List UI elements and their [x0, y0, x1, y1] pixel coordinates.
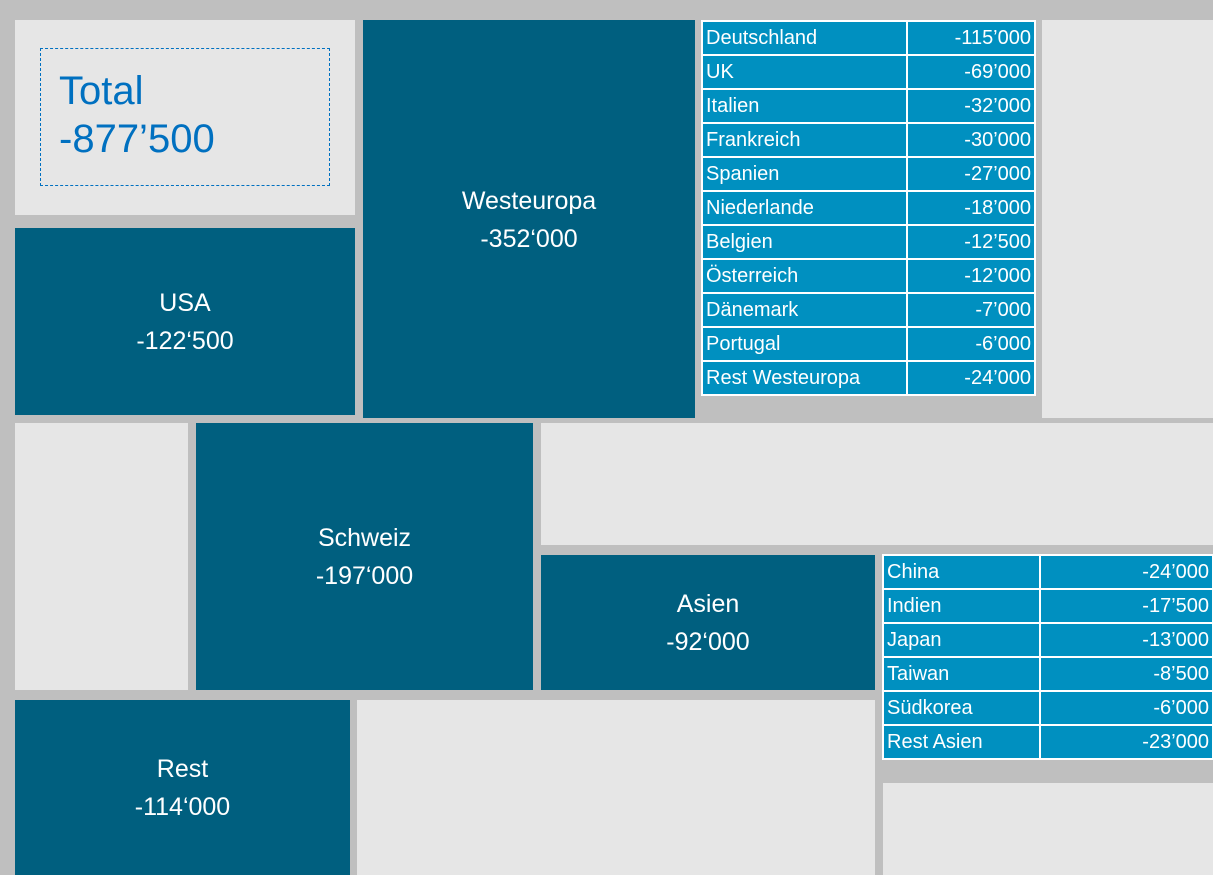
table-row: Belgien -12’500: [701, 224, 1036, 260]
country-value: -6’000: [906, 326, 1036, 362]
country-name: Spanien: [701, 156, 908, 192]
country-value: -24’000: [1039, 554, 1213, 590]
table-row: Dänemark -7’000: [701, 292, 1036, 328]
country-name: Deutschland: [701, 20, 908, 56]
total-box: Total -877’500: [15, 20, 355, 215]
region-name: Schweiz: [317, 523, 412, 552]
country-value: -7’000: [906, 292, 1036, 328]
table-row: Rest Westeuropa -24’000: [701, 360, 1036, 396]
country-value: -13’000: [1039, 622, 1213, 658]
empty-cell: [541, 423, 1213, 545]
country-name: Dänemark: [701, 292, 908, 328]
country-value: -24’000: [906, 360, 1036, 396]
country-value: -6’000: [1039, 690, 1213, 726]
country-name: China: [882, 554, 1041, 590]
total-label: Total: [59, 69, 144, 113]
country-name: Frankreich: [701, 122, 908, 158]
region-schweiz: Schweiz -197‘000: [196, 423, 533, 690]
region-name: USA: [159, 288, 211, 317]
empty-cell: [883, 783, 1213, 875]
region-name: Asien: [676, 589, 740, 618]
country-name: Japan: [882, 622, 1041, 658]
country-value: -12’000: [906, 258, 1036, 294]
country-value: -27’000: [906, 156, 1036, 192]
country-value: -23’000: [1039, 724, 1213, 760]
country-name: Belgien: [701, 224, 908, 260]
country-name: Indien: [882, 588, 1041, 624]
country-name: UK: [701, 54, 908, 90]
table-row: Japan -13’000: [882, 622, 1213, 658]
country-name: Südkorea: [882, 690, 1041, 726]
country-value: -18’000: [906, 190, 1036, 226]
country-value: -115’000: [906, 20, 1036, 56]
country-name: Rest Asien: [882, 724, 1041, 760]
table-row: Rest Asien -23’000: [882, 724, 1213, 760]
country-value: -69’000: [906, 54, 1036, 90]
table-row: Taiwan -8’500: [882, 656, 1213, 692]
region-value: -197‘000: [315, 561, 414, 590]
region-asien: Asien -92‘000: [541, 555, 875, 690]
country-name: Italien: [701, 88, 908, 124]
detail-table: China -24’000 Indien -17’500 Japan -13’000 Tai…: [882, 554, 1213, 760]
total-frame: Total -877’500: [40, 48, 330, 186]
table-row: Niederlande -18’000: [701, 190, 1036, 226]
country-name: Österreich: [701, 258, 908, 294]
country-name: Niederlande: [701, 190, 908, 226]
region-value: -114‘000: [134, 792, 231, 821]
country-value: -17’500: [1039, 588, 1213, 624]
country-value: -12’500: [906, 224, 1036, 260]
table-row: China -24’000: [882, 554, 1213, 590]
table-row: UK -69’000: [701, 54, 1036, 90]
table-row: Frankreich -30’000: [701, 122, 1036, 158]
region-value: -352‘000: [480, 225, 578, 253]
total-value: -877’500: [59, 117, 215, 161]
region-rest: Rest -114‘000: [15, 700, 350, 875]
table-row: Spanien -27’000: [701, 156, 1036, 192]
country-name: Rest Westeuropa: [701, 360, 908, 396]
region-name: Westeuropa: [461, 187, 597, 215]
table-row: Portugal -6’000: [701, 326, 1036, 362]
country-value: -32’000: [906, 88, 1036, 124]
table-row: Südkorea -6’000: [882, 690, 1213, 726]
country-value: -8’500: [1039, 656, 1213, 692]
country-value: -30’000: [906, 122, 1036, 158]
table-row: Indien -17’500: [882, 588, 1213, 624]
country-name: Taiwan: [882, 656, 1041, 692]
region-name: Rest: [156, 754, 209, 783]
table-row: Österreich -12’000: [701, 258, 1036, 294]
region-value: -92‘000: [666, 627, 750, 656]
empty-cell: [15, 423, 188, 690]
table-row: Italien -32’000: [701, 88, 1036, 124]
country-name: Portugal: [701, 326, 908, 362]
detail-table: Deutschland -115’000 UK -69’000 Italien -32’0…: [701, 20, 1036, 396]
region-usa: USA -122‘500: [15, 228, 355, 415]
empty-cell: [1042, 20, 1213, 418]
table-row: Deutschland -115’000: [701, 20, 1036, 56]
region-westeuropa: Westeuropa -352‘000: [363, 20, 695, 418]
region-value: -122‘500: [136, 326, 234, 355]
empty-cell: [357, 700, 875, 875]
